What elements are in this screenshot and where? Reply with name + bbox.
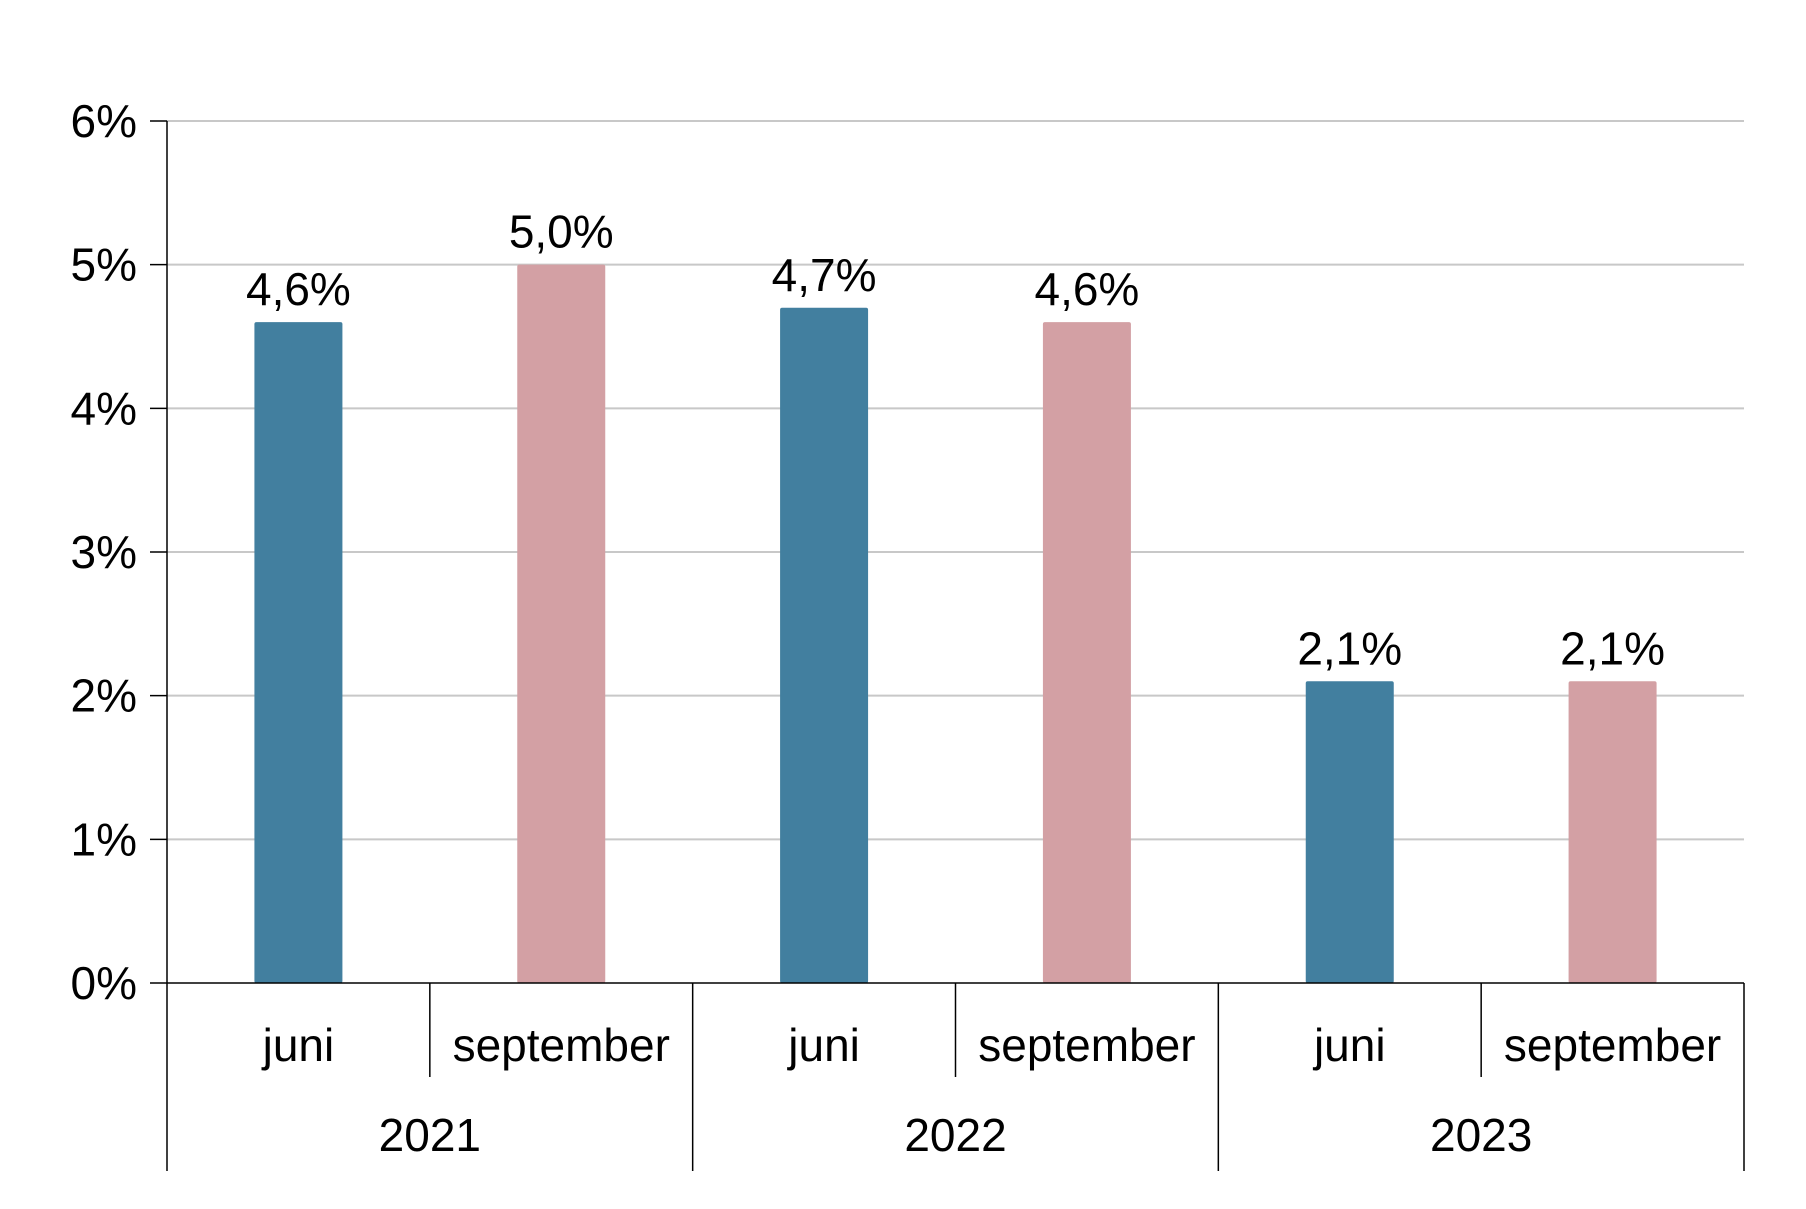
- bar-2022-september: [1042, 322, 1131, 984]
- bar-2021-september: [517, 264, 606, 984]
- y-tick-label: 5%: [71, 239, 137, 291]
- y-tick-label: 4%: [71, 382, 137, 434]
- axes: [150, 120, 1745, 1171]
- data-label: 5,0%: [509, 206, 614, 258]
- y-tick-label: 0%: [71, 957, 137, 1009]
- bars: [254, 264, 1657, 984]
- data-label: 4,7%: [772, 249, 877, 301]
- bar-2022-juni: [780, 307, 869, 983]
- data-label: 4,6%: [246, 263, 351, 315]
- y-tick-label: 6%: [71, 95, 137, 147]
- labels: 0% 1% 2% 3% 4% 5% 6% 4,6% juni 5,0% september 2021 4…: [71, 95, 1722, 1161]
- y-tick-label: 3%: [71, 526, 137, 578]
- data-label: 2,1%: [1560, 622, 1665, 674]
- x-category-label: september: [978, 1019, 1195, 1071]
- gridlines: [167, 120, 1744, 841]
- x-category-label: juni: [261, 1019, 335, 1071]
- bar-2023-september: [1568, 681, 1657, 983]
- bar-2021-juni: [254, 322, 343, 984]
- x-year-label: 2021: [379, 1109, 481, 1161]
- y-tick-label: 1%: [71, 813, 137, 865]
- x-category-label: juni: [1312, 1019, 1386, 1071]
- y-tick-label: 2%: [71, 670, 137, 722]
- x-year-label: 2023: [1430, 1109, 1532, 1161]
- x-category-label: september: [453, 1019, 670, 1071]
- x-category-label: september: [1504, 1019, 1721, 1071]
- bar-2023-juni: [1305, 681, 1394, 983]
- data-label: 4,6%: [1034, 263, 1139, 315]
- x-category-label: juni: [786, 1019, 860, 1071]
- x-year-label: 2022: [904, 1109, 1006, 1161]
- data-label: 2,1%: [1297, 622, 1402, 674]
